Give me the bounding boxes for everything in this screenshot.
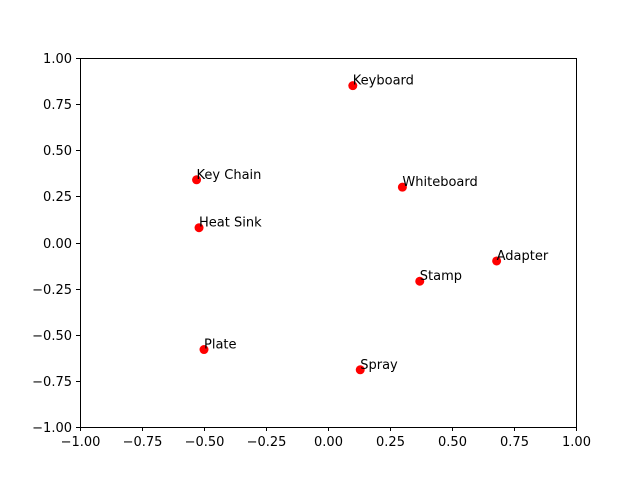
x-tick-label: −0.50 xyxy=(185,435,225,450)
data-point-label: Plate xyxy=(204,338,237,353)
y-tick-label: 0.75 xyxy=(43,98,72,113)
y-tick-label: −0.75 xyxy=(32,375,72,390)
x-tick-label: 0.25 xyxy=(376,435,405,450)
data-point xyxy=(355,365,365,375)
y-tick-label: −0.25 xyxy=(32,283,72,298)
y-tick-label: 1.00 xyxy=(43,52,72,67)
data-points: Keyboard Key Chain Whiteboard Heat Sink Adap… xyxy=(192,74,549,375)
plot-frame xyxy=(80,58,577,428)
data-point-label: Key Chain xyxy=(197,168,262,183)
data-point xyxy=(192,175,202,185)
x-axis-ticks: −1.00 −0.75 −0.50 −0.25 0.00 0.25 0.50 0.75 1.00 xyxy=(61,427,591,450)
data-point xyxy=(194,223,204,233)
y-tick-label: 0.50 xyxy=(43,144,72,159)
data-point-label: Adapter xyxy=(497,249,549,264)
data-point xyxy=(348,81,358,91)
data-point-label: Heat Sink xyxy=(199,216,262,231)
data-point-label: Spray xyxy=(360,358,398,373)
x-tick-label: −0.75 xyxy=(123,435,163,450)
data-point xyxy=(492,256,502,266)
data-point-label: Stamp xyxy=(420,269,462,284)
x-tick-label: 0.50 xyxy=(438,435,467,450)
y-tick-label: −1.00 xyxy=(32,421,72,436)
y-axis-ticks: −1.00 −0.75 −0.50 −0.25 0.00 0.25 0.50 0.75 1.00 xyxy=(32,52,80,436)
y-tick-label: 0.00 xyxy=(43,237,72,252)
data-point-label: Whiteboard xyxy=(402,175,477,190)
x-tick-label: 1.00 xyxy=(562,435,591,450)
y-tick-label: −0.50 xyxy=(32,329,72,344)
data-point xyxy=(415,276,425,286)
data-point-label: Keyboard xyxy=(353,74,414,89)
x-tick-label: −0.25 xyxy=(247,435,287,450)
y-tick-label: 0.25 xyxy=(43,190,72,205)
x-tick-label: −1.00 xyxy=(61,435,101,450)
data-point xyxy=(397,182,407,192)
data-point xyxy=(199,345,209,355)
x-tick-label: 0.00 xyxy=(314,435,343,450)
x-tick-label: 0.75 xyxy=(500,435,529,450)
